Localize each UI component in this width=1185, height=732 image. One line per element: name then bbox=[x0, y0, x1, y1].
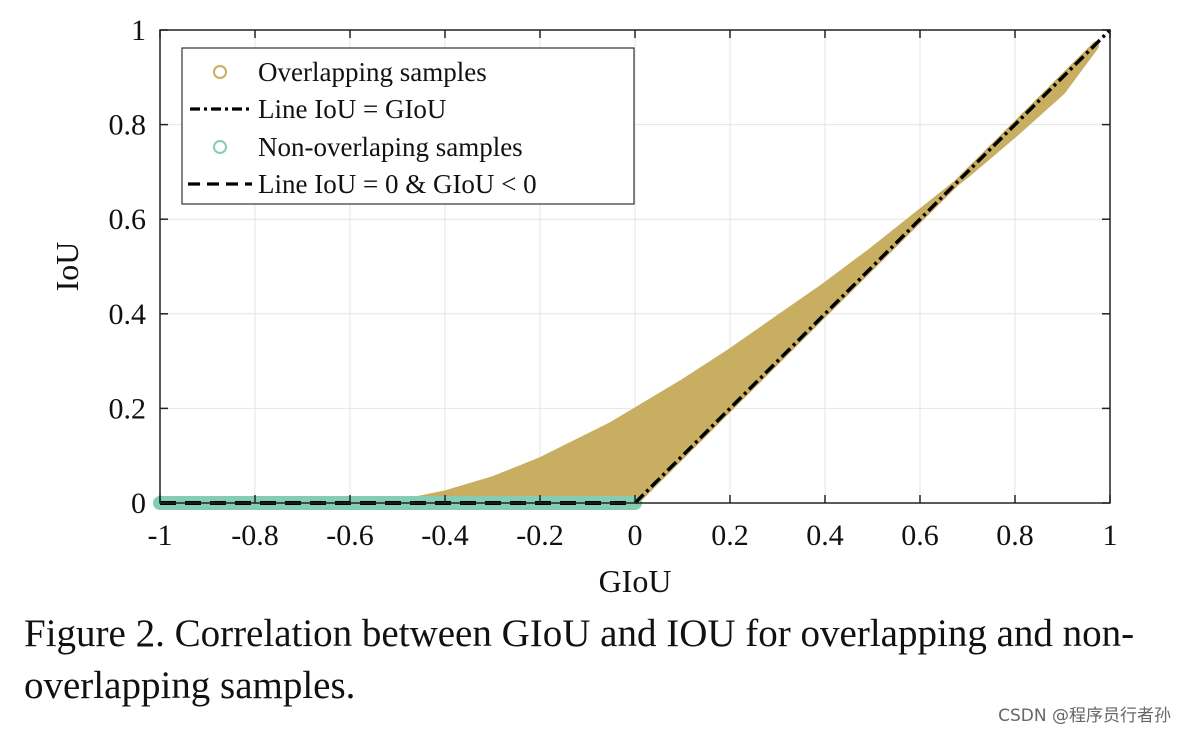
y-axis-title: IoU bbox=[49, 242, 85, 292]
x-tick-label: 0.8 bbox=[996, 519, 1034, 552]
chart: -1 -0.8 -0.6 -0.4 -0.2 0 0.2 0.4 0.6 0.8 1 0 0.2 0.4 0… bbox=[49, 14, 1118, 599]
x-tick-label: 1 bbox=[1103, 519, 1118, 552]
x-tick-label: 0.4 bbox=[806, 519, 844, 552]
x-tick-label: -0.8 bbox=[231, 519, 279, 552]
line-iou-eq-giou bbox=[633, 28, 1112, 505]
y-tick-label: 0 bbox=[131, 487, 146, 520]
figure-caption: Figure 2. Correlation between GIoU and I… bbox=[24, 612, 1135, 707]
x-tick-label: -0.2 bbox=[516, 519, 564, 552]
y-tick-label: 0.2 bbox=[109, 392, 147, 425]
overlapping-samples-region bbox=[394, 41, 1099, 506]
watermark: CSDN @程序员行者孙 bbox=[998, 706, 1171, 726]
y-tick-label: 1 bbox=[131, 14, 146, 47]
legend-label-overlapping: Overlapping samples bbox=[258, 57, 487, 87]
x-axis-title: GIoU bbox=[599, 563, 672, 599]
y-tick-label: 0.8 bbox=[109, 109, 147, 142]
y-tick-label: 0.6 bbox=[109, 203, 147, 236]
legend-label-iou-eq-giou: Line IoU = GIoU bbox=[258, 94, 446, 124]
x-tick-label: 0 bbox=[628, 519, 643, 552]
legend: Overlapping samples Line IoU = GIoU Non-… bbox=[181, 47, 635, 205]
x-tick-label: 0.2 bbox=[711, 519, 749, 552]
legend-box bbox=[181, 47, 635, 205]
x-tick-label: -0.6 bbox=[326, 519, 374, 552]
legend-label-iou-zero: Line IoU = 0 & GIoU < 0 bbox=[258, 169, 537, 199]
x-tick-label: -1 bbox=[148, 519, 173, 552]
legend-marker-overlapping bbox=[213, 65, 227, 79]
legend-label-non-overlapping: Non-overlaping samples bbox=[258, 132, 523, 162]
x-tick-label: 0.6 bbox=[901, 519, 939, 552]
axis-ticks: -1 -0.8 -0.6 -0.4 -0.2 0 0.2 0.4 0.6 0.8 1 0 0.2 0.4 0… bbox=[109, 14, 1118, 552]
y-tick-label: 0.4 bbox=[109, 298, 147, 331]
x-tick-label: -0.4 bbox=[421, 519, 469, 552]
legend-marker-non-overlapping bbox=[213, 140, 227, 154]
